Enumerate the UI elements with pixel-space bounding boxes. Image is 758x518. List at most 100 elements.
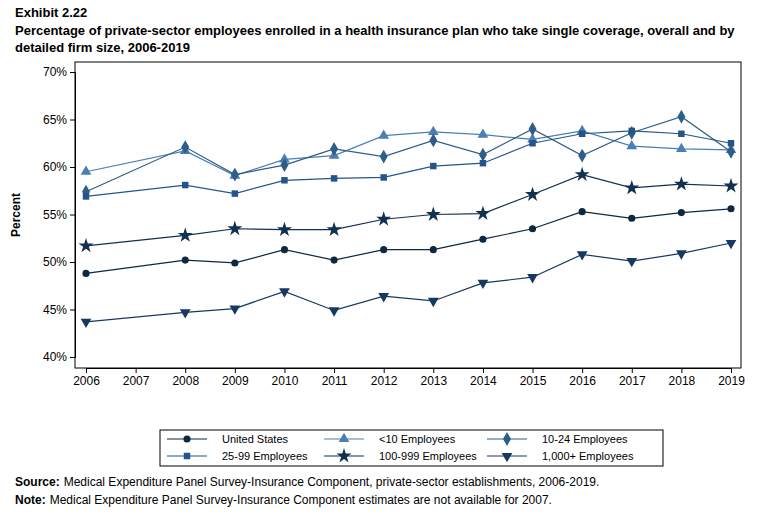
y-tick-label: 40% [43, 350, 67, 364]
x-tick-mark [384, 368, 385, 373]
x-tick-label: 2010 [272, 374, 299, 388]
legend-marker [336, 448, 351, 462]
y-tick-label: 45% [43, 303, 67, 317]
point [628, 126, 636, 140]
x-tick-mark [681, 368, 682, 373]
point [529, 140, 535, 146]
x-tick-mark [136, 368, 137, 373]
legend-label: United States [222, 433, 289, 445]
x-tick-mark [235, 368, 236, 373]
point [180, 309, 191, 318]
x-tick-mark [185, 368, 186, 373]
y-tick-label: 50% [43, 255, 67, 269]
point [629, 128, 635, 134]
point [676, 143, 687, 152]
x-tick: 2009 [222, 368, 249, 388]
point [529, 225, 536, 232]
point [81, 319, 92, 328]
x-tick: 2013 [420, 368, 447, 388]
point [279, 288, 290, 297]
x-tick: 2010 [272, 368, 299, 388]
y-tick-label: 65% [43, 113, 67, 127]
legend: United States<10 Employees10-24 Employee… [160, 430, 663, 466]
point [280, 158, 288, 172]
x-axis-line [87, 369, 732, 374]
point [726, 240, 737, 249]
point [525, 187, 540, 201]
annotation-text: Medical Expenditure Panel Survey-Insuran… [64, 475, 600, 489]
series-line [86, 243, 731, 322]
point [380, 150, 388, 164]
series-line [86, 209, 731, 274]
x-tick-label: 2018 [669, 374, 696, 388]
point [628, 215, 635, 222]
plot-frame [75, 62, 741, 368]
x-tick-label: 2014 [470, 374, 497, 388]
y-tick-mark [70, 357, 75, 358]
point [728, 140, 734, 146]
x-tick-label: 2008 [172, 374, 199, 388]
legend-label: 1,000+ Employees [542, 450, 634, 462]
point [329, 307, 340, 316]
series-line [86, 131, 731, 176]
y-tick: 60% [43, 160, 75, 174]
x-tick-mark [533, 368, 534, 373]
series-line [86, 131, 731, 197]
annotation-label: Note: [15, 493, 46, 507]
y-tick-label: 60% [43, 160, 67, 174]
point [232, 190, 238, 196]
point [182, 257, 189, 264]
point [478, 280, 489, 289]
point [527, 274, 538, 283]
point [475, 206, 490, 220]
point [227, 221, 242, 235]
x-tick-label: 2019 [718, 374, 745, 388]
point [380, 174, 386, 180]
x-tick-label: 2016 [569, 374, 596, 388]
x-tick-label: 2017 [619, 374, 646, 388]
x-tick-label: 2011 [322, 374, 348, 388]
point [430, 163, 436, 169]
y-tick: 70% [43, 65, 75, 79]
point [229, 305, 240, 314]
legend-marker [339, 433, 350, 442]
y-tick: 40% [43, 350, 75, 364]
annotation-text: Medical Expenditure Panel Survey-Insuran… [50, 493, 552, 507]
point [430, 246, 437, 253]
legend-box [160, 430, 663, 466]
point [678, 131, 684, 137]
point [479, 148, 487, 162]
point [723, 178, 738, 192]
y-tick-mark [70, 310, 75, 311]
x-tick: 2007 [123, 368, 150, 388]
point [231, 168, 239, 182]
legend-marker [184, 453, 190, 459]
point [626, 140, 637, 149]
point [330, 142, 338, 156]
y-tick-mark [70, 72, 75, 73]
y-axis-title: Percent [9, 193, 23, 237]
point [578, 149, 586, 163]
series-line [86, 117, 731, 192]
legend-label: 25-99 Employees [222, 450, 308, 462]
point [678, 209, 685, 216]
y-axis: 40%45%50%55%60%65%70% [43, 65, 76, 364]
x-tick-label: 2015 [520, 374, 547, 388]
point [380, 246, 387, 253]
point [579, 208, 586, 215]
x-tick-mark [632, 368, 633, 373]
annotation-label: Source: [15, 475, 60, 489]
point [231, 259, 238, 266]
legend-marker [503, 432, 511, 446]
point [577, 251, 588, 260]
point [677, 110, 685, 124]
legend-label: <10 Employees [379, 433, 456, 445]
point [674, 176, 689, 190]
point [376, 211, 391, 225]
point [624, 180, 639, 194]
exhibit: Exhibit 2.22 [15, 5, 87, 20]
point [727, 205, 734, 212]
y-tick-label: 70% [43, 65, 67, 79]
annotation: Source: Medical Expenditure Panel Survey-… [15, 475, 599, 489]
point [277, 222, 292, 236]
